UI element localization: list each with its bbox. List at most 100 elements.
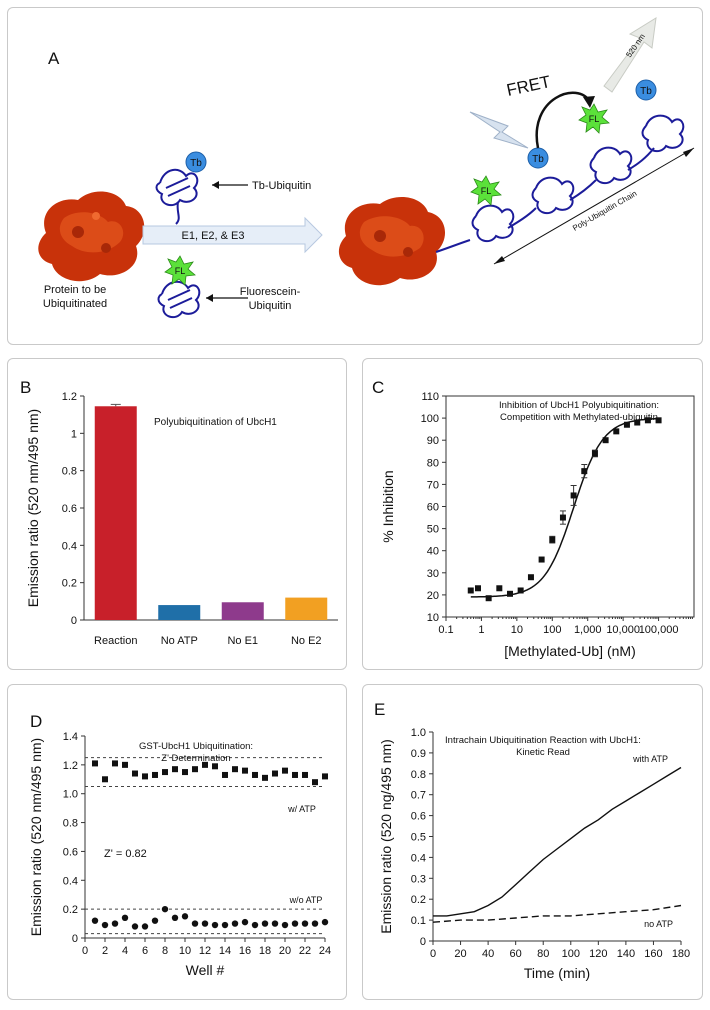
data-point-without-atp: [281, 921, 289, 929]
fret-label: FRET: [505, 72, 552, 100]
data-point: [570, 492, 577, 499]
tb-chain-2-icon: [635, 79, 657, 101]
panel-b: B 0 0.2 0.4 0.6 0.8 1 1.2 Reaction No ATP No E1 No…: [7, 358, 347, 670]
y-tick-label: 0.2: [63, 904, 78, 916]
x-tick-label: 10: [511, 624, 523, 636]
y-tick-label: 0.5: [411, 832, 426, 844]
fl-star-chain-1: [470, 175, 502, 206]
data-point-with-atp: [142, 773, 148, 780]
data-point-with-atp: [132, 770, 138, 777]
x-axis-label: Time (min): [524, 965, 590, 981]
data-point-with-atp: [252, 771, 258, 778]
x-tick-label: 1,000: [574, 624, 602, 636]
y-tick-label: 110: [421, 391, 439, 403]
x-tick-label: 1: [478, 624, 484, 636]
data-point-without-atp: [191, 920, 199, 927]
y-tick-label: 70: [427, 479, 439, 491]
chart-d: D 00.20.40.60.81.01.21.40 2 4 6 8 10 12 14 16 18 2…: [28, 712, 331, 978]
y-tick-label: 0.3: [411, 873, 426, 885]
data-point: [602, 437, 609, 444]
x-tick-label: 10: [179, 945, 191, 957]
data-point: [623, 421, 630, 428]
fl-ubiquitin-label-line2: Ubiquitin: [249, 300, 292, 312]
lightning-icon: [469, 111, 529, 149]
data-point: [485, 595, 492, 602]
data-point-without-atp: [211, 921, 219, 929]
y-tick-label: 1.2: [62, 391, 77, 403]
y-tick-label: 0.4: [411, 852, 426, 864]
y-axis-label: % Inhibition: [380, 470, 396, 542]
x-tick-label: 0.1: [438, 624, 453, 636]
y-tick-label: 1.4: [63, 731, 78, 743]
x-tick-label: 100: [543, 624, 561, 636]
y-tick-label: 1.0: [411, 727, 426, 739]
x-tick-label: 10,000: [606, 624, 640, 636]
chart-e: E 0 0.1 0.2 0.3 0.4 0.5 0.6 0.7 0.8 0.9 1.0 0 20 40 60…: [374, 700, 690, 981]
data-point-with-atp: [182, 769, 188, 776]
fl-chain-1-badge: FL: [481, 186, 492, 196]
x-tick-label: 160: [644, 948, 662, 960]
protein-blob-right: [338, 197, 446, 286]
data-point-with-atp: [302, 771, 308, 778]
fit-curve: [470, 417, 659, 598]
data-point-with-atp: [222, 771, 228, 778]
panel-c-letter: C: [372, 378, 384, 397]
fl-pointer-arrowhead: [206, 294, 213, 302]
data-point-without-atp: [201, 920, 209, 927]
chart-title-line1: Inhibition of UbcH1 Polyubiquitination:: [499, 400, 659, 411]
data-point: [538, 556, 545, 563]
fl-ubiquitin-ribbon: [157, 280, 201, 319]
data-point-without-atp: [241, 918, 249, 926]
tb-chain-2-badge: Tb: [640, 86, 652, 97]
fret-arrow: [535, 91, 592, 149]
data-point-without-atp: [251, 921, 259, 929]
data-point-without-atp: [161, 905, 169, 913]
y-tick-label: 0.8: [62, 466, 77, 478]
data-point-with-atp: [122, 761, 128, 768]
chart-title-line2: Z' Determination: [161, 753, 230, 764]
chart-title: Polyubiquitination of UbcH1: [154, 417, 277, 428]
y-tick-label: 0.6: [411, 811, 426, 823]
data-point: [581, 468, 588, 475]
plot-frame: [445, 395, 695, 618]
data-point-without-atp: [231, 920, 239, 927]
y-tick-label: 0.9: [411, 748, 426, 760]
data-point: [634, 419, 641, 426]
x-tick-label: 80: [537, 948, 549, 960]
chart-title-line2: Kinetic Read: [516, 747, 570, 758]
y-axis-label: Emission ratio (520 nm/495 nm): [28, 738, 44, 936]
fl-chain-2-badge: FL: [589, 114, 600, 124]
bar-no-e1: [221, 602, 264, 620]
ubiquitin-chain: [435, 114, 685, 253]
data-point-without-atp: [141, 923, 149, 930]
bar-reaction: [94, 406, 137, 620]
y-tick-label: 20: [427, 590, 439, 602]
data-point-without-atp: [271, 920, 279, 927]
y-tick-label: 0.2: [62, 578, 77, 590]
fl-star-icon: [164, 255, 196, 286]
x-tick-label: 6: [142, 945, 148, 957]
data-point: [474, 585, 481, 592]
data-point-without-atp: [291, 920, 299, 927]
series-label-without-atp: w/o ATP: [289, 895, 323, 905]
chain-label: Poly-Ubiquitin Chain: [571, 189, 638, 233]
panel-c: C 10 20 30 40 50 60 70 80 90 100 110 0.1 1 10 100 1,000…: [362, 358, 703, 670]
x-tick-label: 12: [199, 945, 211, 957]
x-tick-label: 140: [617, 948, 635, 960]
y-tick-label: 60: [427, 502, 439, 514]
data-point-without-atp: [181, 913, 189, 920]
y-tick-label: 40: [427, 546, 439, 558]
x-tick-label: 16: [239, 945, 251, 957]
x-tick-label: 8: [162, 945, 168, 957]
data-point-without-atp: [221, 921, 229, 929]
data-point-without-atp: [131, 923, 139, 930]
data-point-without-atp: [91, 917, 99, 924]
y-tick-label: 0.8: [411, 769, 426, 781]
data-point-with-atp: [232, 766, 238, 773]
bar-no-atp: [158, 605, 201, 620]
data-point-without-atp: [111, 920, 119, 927]
data-point-with-atp: [202, 761, 208, 768]
emission-arrow: [603, 17, 657, 93]
data-point-with-atp: [242, 767, 248, 774]
